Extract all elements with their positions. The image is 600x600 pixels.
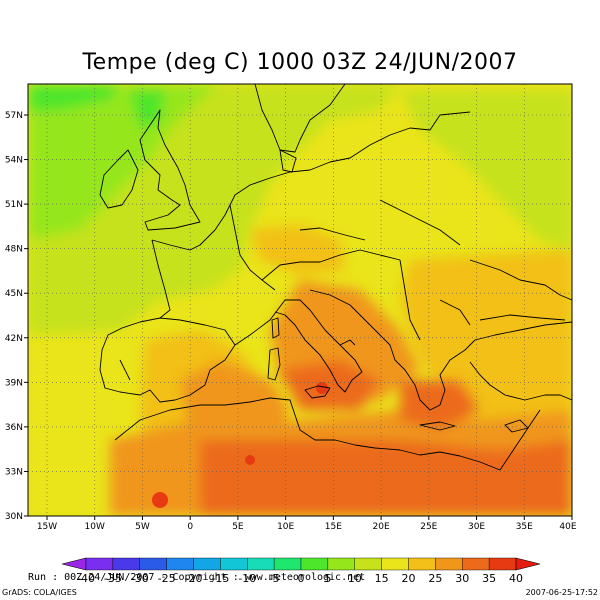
- run-info-text: Run : 00Z 24/JUN/2007 - Copyright : www.…: [28, 572, 366, 583]
- lon-label-30e: 30E: [468, 522, 485, 532]
- lat-label-45n: 45N: [5, 289, 23, 299]
- colorbar-label: -10: [238, 572, 256, 585]
- colorbar-label: -30: [131, 572, 149, 585]
- colorbar-label: 20: [402, 572, 416, 585]
- colorbar-label: -5: [269, 572, 280, 585]
- lon-label-40e: 40E: [559, 522, 576, 532]
- grads-credit: GrADS: COLA/IGES: [2, 588, 77, 597]
- colorbar-label: -20: [185, 572, 203, 585]
- map-title: Tempe (deg C) 1000 03Z 24/JUN/2007: [82, 50, 518, 75]
- colorbar-label: 0: [298, 572, 305, 585]
- lon-label-15e: 15E: [325, 522, 342, 532]
- colorbar-swatch: [462, 557, 490, 571]
- colorbar-arrow-low: [61, 557, 87, 571]
- lat-label-36n: 36N: [5, 423, 23, 433]
- colorbar-arrow-high: [515, 557, 541, 571]
- lat-label-33n: 33N: [5, 467, 23, 477]
- colorbar-swatch: [381, 557, 409, 571]
- colorbar-swatch: [327, 557, 355, 571]
- colorbar-swatch: [112, 557, 140, 571]
- lon-label-10w: 10W: [85, 522, 105, 532]
- colorbar-label: 30: [455, 572, 469, 585]
- lon-label-20e: 20E: [373, 522, 390, 532]
- lon-label-0: 0: [187, 522, 193, 532]
- lon-label-10e: 10E: [277, 522, 294, 532]
- lon-label-35e: 35E: [516, 522, 533, 532]
- colorbar-swatch: [220, 557, 248, 571]
- colorbar-swatch: [273, 557, 302, 571]
- lat-label-39n: 39N: [5, 378, 23, 388]
- colorbar: -40 -35 -30 -25 -20 -15 -10 -5 0 5 10 15 20 25 30 35 40: [61, 557, 541, 585]
- colorbar-swatch: [408, 557, 436, 571]
- lon-label-25e: 25E: [420, 522, 437, 532]
- colorbar-swatch: [139, 557, 167, 571]
- lat-label-42n: 42N: [5, 334, 23, 344]
- lat-label-48n: 48N: [5, 245, 23, 255]
- colorbar-label: -35: [104, 572, 122, 585]
- colorbar-label: 35: [482, 572, 496, 585]
- colorbar-label: 5: [324, 572, 331, 585]
- colorbar-label: 25: [428, 572, 442, 585]
- colorbar-swatch: [193, 557, 221, 571]
- lon-label-5e: 5E: [232, 522, 244, 532]
- lat-label-54n: 54N: [5, 156, 23, 166]
- colorbar-swatch: [354, 557, 382, 571]
- lat-label-57n: 57N: [5, 111, 23, 121]
- colorbar-swatch: [488, 557, 517, 571]
- lat-label-51n: 51N: [5, 200, 23, 210]
- colorbar-swatch: [166, 557, 194, 571]
- colorbar-label: 15: [375, 572, 389, 585]
- colorbar-label: -40: [77, 572, 95, 585]
- lon-label-5w: 5W: [135, 522, 150, 532]
- colorbar-swatch: [85, 557, 114, 571]
- map-frame: [27, 83, 573, 517]
- lon-label-15w: 15W: [37, 522, 57, 532]
- colorbar-label: 40: [509, 572, 523, 585]
- timestamp: 2007-06-25-17:52: [525, 588, 598, 597]
- colorbar-label: 10: [348, 572, 362, 585]
- colorbar-label: -25: [158, 572, 176, 585]
- colorbar-swatch: [300, 557, 329, 571]
- coastlines: [99, 83, 573, 471]
- colorbar-label: -15: [211, 572, 229, 585]
- lat-label-30n: 30N: [5, 512, 23, 522]
- colorbar-swatch: [247, 557, 275, 571]
- colorbar-swatch: [435, 557, 463, 571]
